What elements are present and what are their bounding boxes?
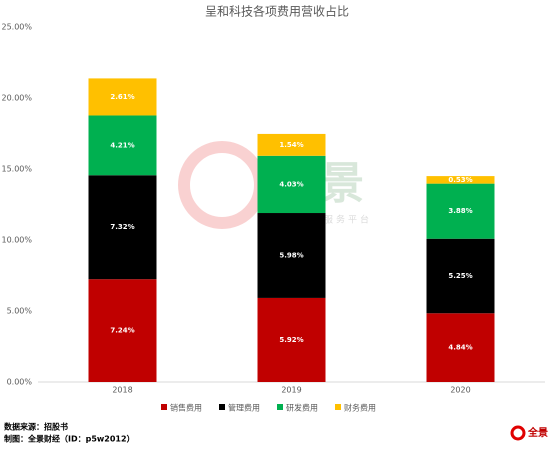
value-label: 7.24%: [110, 327, 134, 335]
bar-segment: [426, 313, 495, 382]
chart-title: 呈和科技各项费用营收占比: [205, 4, 349, 19]
bar-segment: [257, 133, 326, 156]
legend-label: 研发费用: [286, 403, 318, 413]
legend-swatch: [335, 404, 341, 410]
bar-segment: [88, 115, 157, 176]
legend-label: 销售费用: [170, 403, 202, 413]
x-tick-label: 2020: [450, 386, 470, 395]
value-label: 5.25%: [448, 272, 472, 280]
value-label: 3.88%: [448, 207, 472, 215]
value-label: 7.32%: [110, 223, 134, 231]
footer-credit: 制图：全景财经（ID：p5w2012）: [4, 434, 135, 444]
value-label: 4.03%: [279, 180, 303, 188]
bar-segment: [88, 175, 157, 280]
x-tick-label: 2018: [112, 386, 132, 395]
bar-segment: [88, 279, 157, 382]
footer-logo: 全景: [527, 426, 548, 439]
bar-segment: [426, 183, 495, 239]
legend-label: 管理费用: [228, 403, 260, 413]
legend-swatch: [277, 404, 283, 410]
y-tick-label: 15.00%: [1, 165, 32, 174]
y-tick-label: 20.00%: [1, 94, 32, 103]
legend-swatch: [161, 404, 167, 410]
x-tick-label: 2019: [281, 386, 301, 395]
watermark-logo: [178, 141, 266, 229]
footer-logo-icon: [510, 425, 526, 441]
y-tick-label: 5.00%: [7, 307, 33, 316]
legend-label: 财务费用: [344, 403, 376, 413]
footer-source: 数据来源：招股书: [4, 422, 68, 432]
value-label: 5.92%: [279, 336, 303, 344]
bar-segment: [257, 213, 326, 298]
value-label: 4.21%: [110, 141, 134, 149]
bar-segment: [257, 297, 326, 382]
bar-segment: [426, 238, 495, 314]
legend-swatch: [219, 404, 225, 410]
value-label: 0.53%: [448, 176, 472, 184]
watermark-subtext: 服务平台: [324, 214, 372, 226]
y-tick-label: 25.00%: [1, 23, 32, 32]
y-tick-label: 10.00%: [1, 236, 32, 245]
value-label: 2.61%: [110, 93, 134, 101]
value-label: 1.54%: [279, 141, 303, 149]
value-label: 5.98%: [279, 251, 303, 259]
bar-segment: [257, 155, 326, 214]
y-tick-label: 0.00%: [7, 378, 33, 387]
value-label: 4.84%: [448, 344, 472, 352]
bar-segment: [88, 78, 157, 116]
bar-segment: [426, 176, 495, 184]
